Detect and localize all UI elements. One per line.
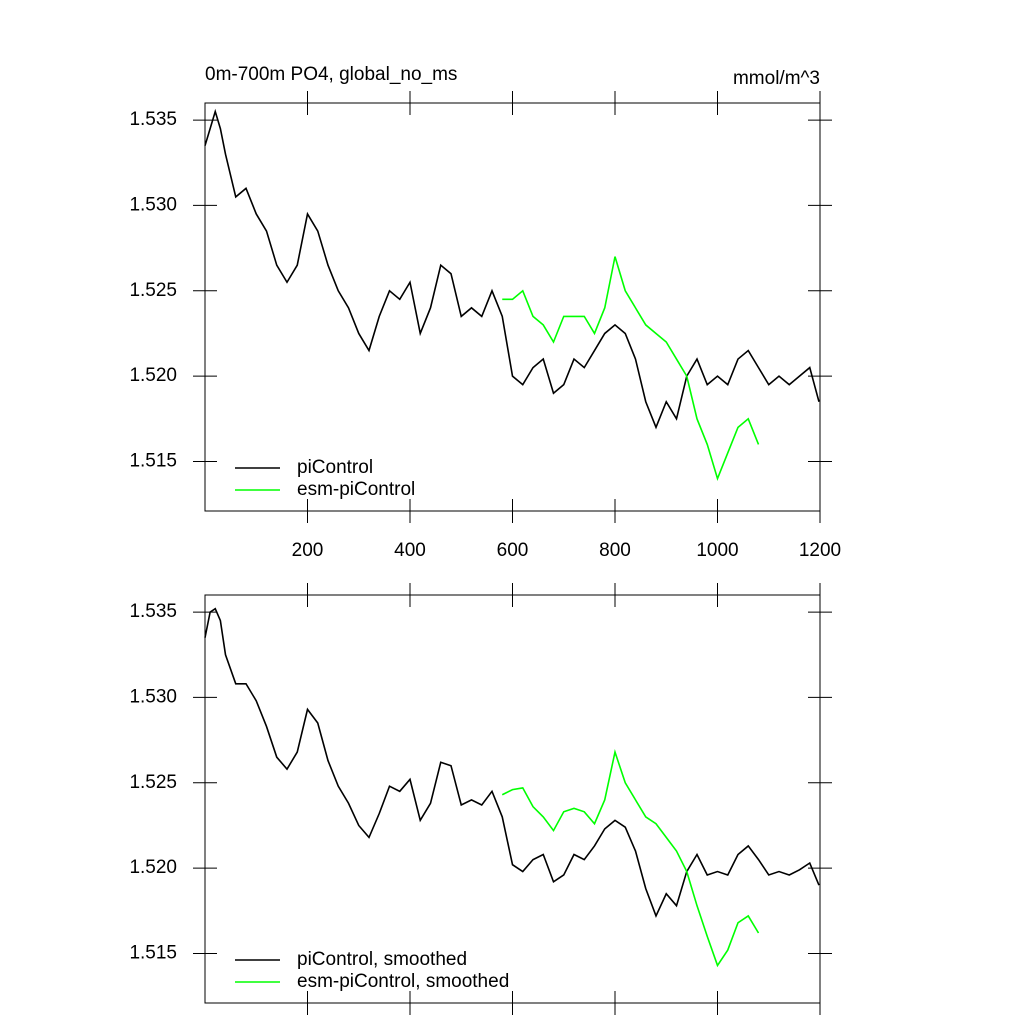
x-tick-label: 800 — [599, 540, 631, 561]
y-tick-label: 1.520 — [129, 857, 177, 878]
x-tick-label: 1200 — [799, 540, 841, 561]
data-line — [204, 607, 820, 919]
y-tick-label: 1.525 — [129, 772, 177, 793]
y-tick-label: 1.525 — [129, 280, 177, 301]
y-tick-label: 1.520 — [129, 365, 177, 386]
y-tick-label: 1.535 — [129, 601, 177, 622]
y-tick-label: 1.515 — [129, 943, 177, 964]
data-line — [502, 256, 760, 481]
legend-label: esm-piControl — [297, 479, 415, 500]
x-tick-label: 1000 — [696, 540, 738, 561]
plot-frame — [204, 102, 821, 512]
y-tick-label: 1.515 — [129, 451, 177, 472]
plot-frame — [204, 594, 821, 1004]
x-tick-label: 400 — [394, 540, 426, 561]
y-tick-label: 1.530 — [129, 194, 177, 215]
y-tick-label: 1.530 — [129, 686, 177, 707]
y-tick-label: 1.535 — [129, 109, 177, 130]
x-tick-label: 600 — [497, 540, 529, 561]
data-line — [501, 749, 760, 968]
chart-title: 0m-700m PO4, global_no_ms — [205, 64, 457, 85]
legend-label: piControl, smoothed — [297, 949, 467, 970]
legend-label: piControl — [297, 457, 373, 478]
legend-label: esm-piControl, smoothed — [297, 971, 509, 992]
units-label: mmol/m^3 — [733, 68, 820, 89]
x-tick-label: 200 — [292, 540, 324, 561]
data-line — [204, 108, 820, 430]
